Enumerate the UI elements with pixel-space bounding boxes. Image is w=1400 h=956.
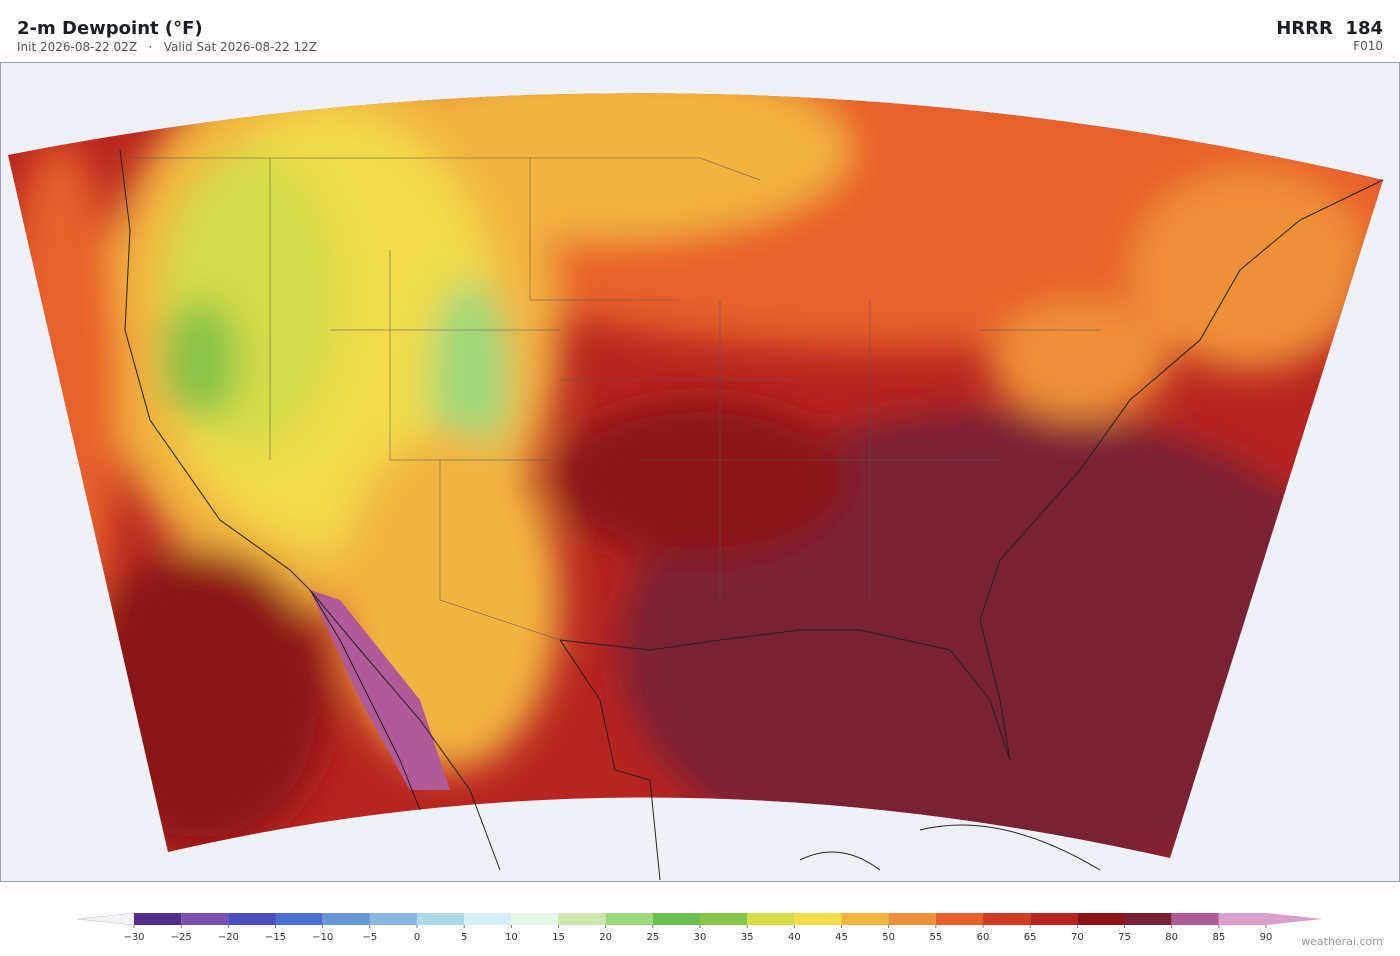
colorbar-segment	[134, 913, 182, 925]
colorbar-segment	[841, 913, 889, 925]
colorbar-segment	[369, 913, 417, 925]
colorbar-tick-label: 5	[461, 932, 467, 943]
colorbar-tick-label: 40	[788, 932, 801, 943]
state-borders	[130, 157, 1100, 641]
colorbar-segment	[1218, 913, 1266, 925]
colorbar-tick-label: 90	[1260, 932, 1273, 943]
colorbar-tick-label: −5	[362, 932, 377, 943]
colorbar-tick-label: −25	[171, 932, 192, 943]
colorbar-tick-label: 60	[977, 932, 990, 943]
colorbar-segment	[228, 913, 276, 925]
colorbar-segment	[1171, 913, 1219, 925]
colorbar-tick-label: 50	[882, 932, 895, 943]
model-name: HRRR 184	[1276, 18, 1383, 39]
colorbar-segment	[700, 913, 748, 925]
colorbar-tick-label: 70	[1071, 932, 1084, 943]
colorbar-tick-label: 35	[741, 932, 754, 943]
colorbar-segment	[464, 913, 512, 925]
colorbar-segment	[275, 913, 323, 925]
colorbar-tick-label: 45	[835, 932, 848, 943]
title: 2-m Dewpoint (°F)	[17, 18, 203, 39]
colorbar-tick-label: 55	[929, 932, 942, 943]
colorbar-tick-label: 15	[552, 932, 565, 943]
colorbar-tick-label: 75	[1118, 932, 1131, 943]
colorbar-tick-label: 25	[646, 932, 659, 943]
coastlines	[119, 149, 1384, 881]
colorbar-segment	[1077, 913, 1125, 925]
colorbar-tick-label: 85	[1212, 932, 1225, 943]
colorbar-segment	[747, 913, 795, 925]
colorbar-tick-label: −20	[218, 932, 239, 943]
colorbar-segment	[322, 913, 370, 925]
subtitle: Init 2026-08-22 02Z · Valid Sat 2026-08-…	[17, 40, 317, 54]
credit: weatherai.com	[1301, 935, 1383, 948]
colorbar-segment	[1030, 913, 1078, 925]
colorbar-segment	[935, 913, 983, 925]
colorbar-extend-low	[77, 912, 135, 926]
colorbar-segment	[511, 913, 559, 925]
colorbar-segment	[1124, 913, 1172, 925]
colorbar-tick-label: 65	[1024, 932, 1037, 943]
colorbar-tick-label: −10	[312, 932, 333, 943]
forecast-hour: F010	[1353, 39, 1383, 53]
colorbar-tick-label: −15	[265, 932, 286, 943]
colorbar-tick-label: 10	[505, 932, 518, 943]
colorbar-tick-label: 30	[694, 932, 707, 943]
baja-region	[310, 590, 450, 790]
colorbar-tick-label: −30	[123, 932, 144, 943]
colorbar-segment	[888, 913, 936, 925]
colorbar-segment	[181, 913, 229, 925]
colorbar-segment	[605, 913, 653, 925]
dewpoint-field	[8, 93, 1383, 858]
colorbar-segment	[794, 913, 842, 925]
colorbar-segment	[558, 913, 606, 925]
colorbar-extend-high	[1266, 913, 1323, 925]
colorbar-tick-label: 20	[599, 932, 612, 943]
colorbar-segment	[983, 913, 1031, 925]
colorbar-segment	[652, 913, 700, 925]
colorbar-tick-label: 0	[414, 932, 420, 943]
colorbar-segment	[417, 913, 465, 925]
map	[0, 62, 1400, 882]
colorbar: −30 −25 −20 −15 −10 −5 0 5 10 15 20 25 30 35 40 45 50 55 6…	[77, 912, 1323, 943]
colorbar-tick-label: 80	[1165, 932, 1178, 943]
